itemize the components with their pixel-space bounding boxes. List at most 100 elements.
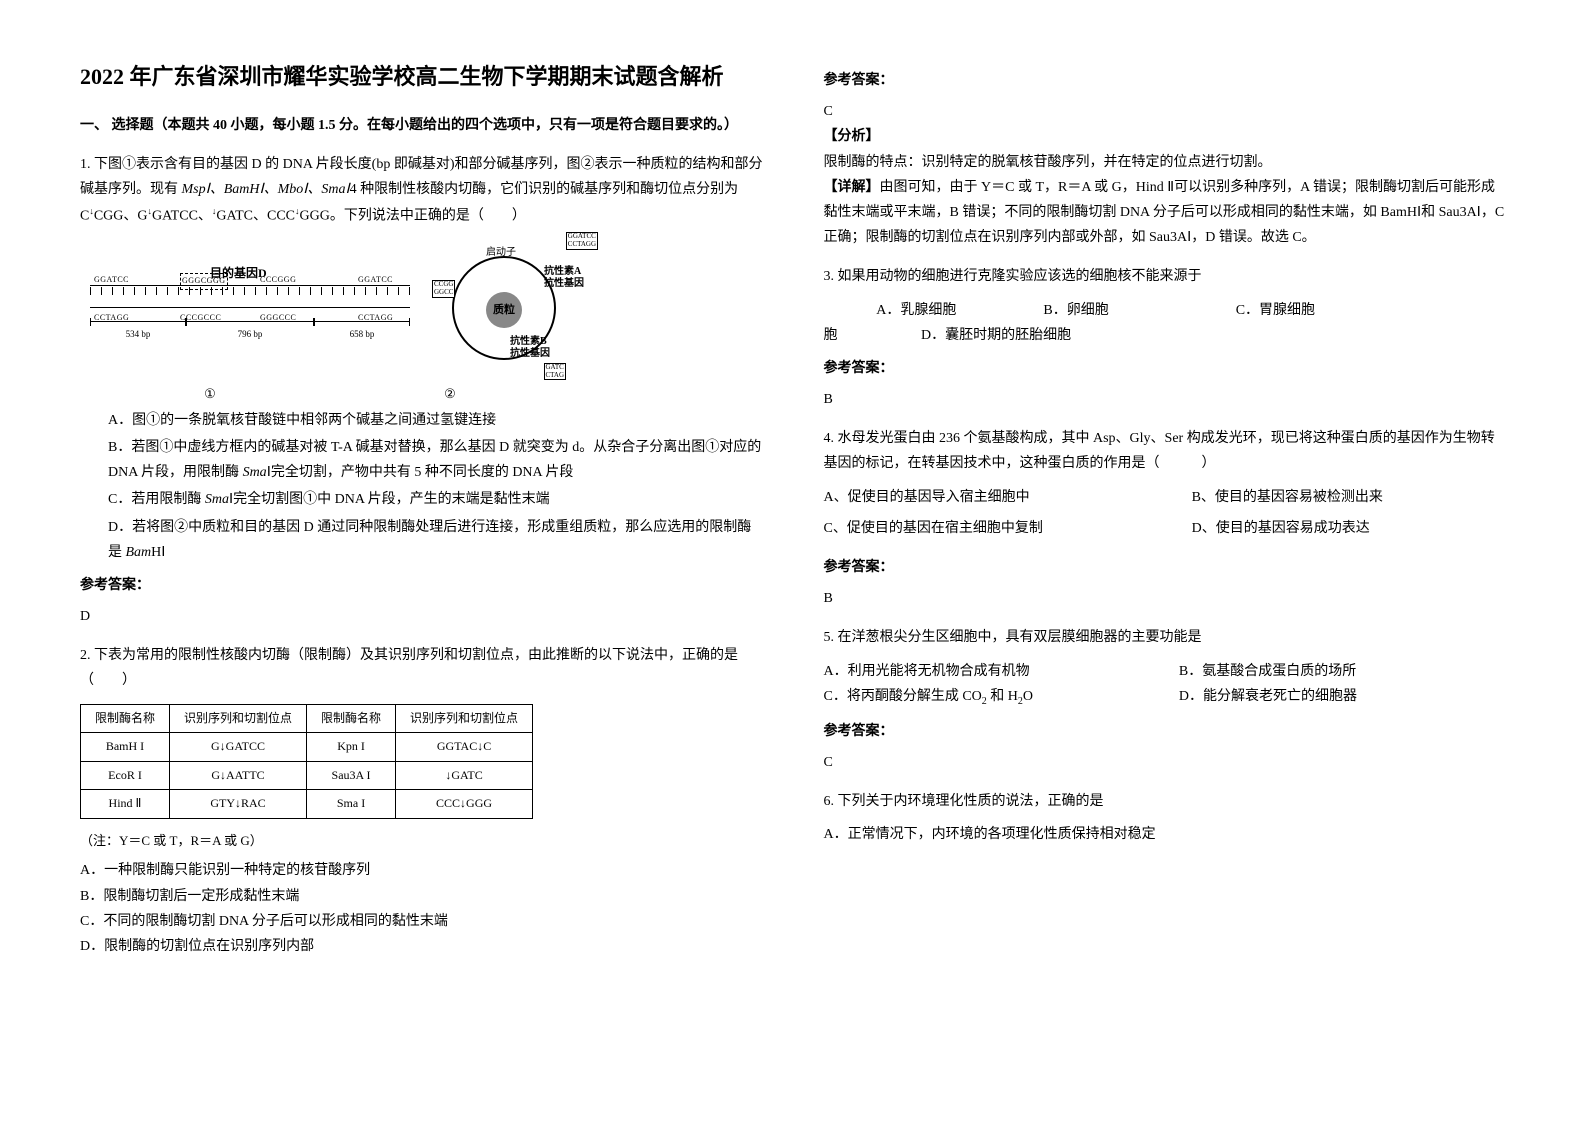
q5-options-row1: A．利用光能将无机物合成有机物 B．氨基酸合成蛋白质的场所	[824, 659, 1508, 684]
q2-analysis-label: 【分析】	[824, 129, 880, 144]
seq-top-1: GGATCC	[94, 273, 129, 287]
q3-options-line: A．乳腺细胞 B．卵细胞 C．胃腺细胞	[824, 298, 1508, 323]
q3-answer: B	[824, 387, 1508, 412]
cell: Hind Ⅱ	[81, 790, 170, 819]
cell: Kpn I	[307, 733, 396, 762]
q4-answer: B	[824, 586, 1508, 611]
th-2: 识别序列和切割位点	[170, 704, 307, 733]
left-column: 2022 年广东省深圳市耀华实验学校高二生物下学期期末试题含解析 一、 选择题（…	[80, 60, 764, 959]
q1-diagram: 目的基因D GGATCC CCTAGG GGGCGGG CCCGCCC CCCG…	[90, 238, 764, 378]
q5-stem: 5. 在洋葱根尖分生区细胞中，具有双层膜细胞器的主要功能是	[824, 630, 1202, 645]
q1-option-c: C．若用限制酶 SmaⅠ完全切割图①中 DNA 片段，产生的末端是黏性末端	[80, 487, 764, 512]
q4-answer-label: 参考答案：	[824, 555, 1508, 580]
q1-c-enz: Sma	[205, 492, 229, 507]
q1-option-d: D．若将图②中质粒和目的基因 D 通过同种限制酶处理后进行连接，形成重组质粒，那…	[80, 515, 764, 565]
q3-option-b: B．卵细胞	[1043, 303, 1108, 318]
q2-analysis-text: 限制酶的特点：识别特定的脱氧核苷酸序列，并在特定的位点进行切割。	[824, 150, 1508, 175]
q5-c-post: O	[1023, 689, 1033, 704]
seq-top-3: CCCGGG	[260, 273, 296, 287]
q1-c-post: Ⅰ完全切割图①中 DNA 片段，产生的末端是黏性末端	[229, 492, 550, 507]
q1-option-a: A．图①的一条脱氧核苷酸链中相邻两个碱基之间通过氢键连接	[80, 408, 764, 433]
seq-top-2: GGGCGGG	[180, 273, 228, 289]
q2-option-b: B．限制酶切割后一定形成黏性末端	[80, 884, 764, 909]
q5-options-row2: C．将丙酮酸分解生成 CO2 和 H2O D．能分解衰老死亡的细胞器	[824, 684, 1508, 711]
q2-option-c: C．不同的限制酶切割 DNA 分子后可以形成相同的黏性末端	[80, 909, 764, 934]
table-row: BamH I G↓GATCC Kpn I GGTAC↓C	[81, 733, 533, 762]
th-1: 限制酶名称	[81, 704, 170, 733]
dna-double-strand: GGATCC CCTAGG GGGCGGG CCCGCCC CCCGGG GGG…	[90, 283, 410, 311]
cell: BamH I	[81, 733, 170, 762]
q1-seq1: CGG、G	[94, 208, 148, 223]
q2-detail-text: 由图可知，由于 Y＝C 或 T，R＝A 或 G，Hind Ⅱ可以识别多种序列，A…	[824, 180, 1505, 245]
site-left-box: CCGGGGCC	[432, 280, 455, 297]
q4-option-a: A、促使目的基因导入宿主细胞中	[824, 485, 1152, 510]
q5-answer: C	[824, 750, 1508, 775]
cell: GGTAC↓C	[396, 733, 533, 762]
plasmid-diagram: 质粒 启动子 抗性素A抗性基因 抗性素B抗性基因 GGATCCCCTAGG CC…	[434, 238, 574, 378]
promoter-label: 启动子	[486, 244, 516, 262]
enzyme-table: 限制酶名称 识别序列和切割位点 限制酶名称 识别序列和切割位点 BamH I G…	[80, 704, 533, 819]
q2-answer: C	[824, 99, 1508, 124]
cell: CCC↓GGG	[396, 790, 533, 819]
q5-option-a: A．利用光能将无机物合成有机物	[824, 659, 1179, 684]
dna-fragment-diagram: 目的基因D GGATCC CCTAGG GGGCGGG CCCGCCC CCCG…	[90, 263, 410, 353]
scale-2: 796 bp	[238, 329, 263, 339]
q1-enzymes: MspⅠ、BamHⅠ、MboⅠ、SmaⅠ	[182, 182, 350, 197]
q5-c-pre: C．将丙酮酸分解生成 CO	[824, 689, 982, 704]
cell: EcoR I	[81, 761, 170, 790]
q1-d-post: HⅠ	[151, 545, 165, 560]
q5-option-d: D．能分解衰老死亡的细胞器	[1179, 684, 1357, 711]
q1-seq3: GATC、CCC	[216, 208, 295, 223]
th-3: 限制酶名称	[307, 704, 396, 733]
q5-c-mid: 和 H	[987, 689, 1018, 704]
q3-stem: 3. 如果用动物的细胞进行克隆实验应该选的细胞核不能来源于	[824, 269, 1202, 284]
q3-option-a: A．乳腺细胞	[876, 303, 956, 318]
q6-stem: 6. 下列关于内环境理化性质的说法，正确的是	[824, 794, 1104, 809]
scale-1: 534 bp	[126, 329, 151, 339]
q1-seq2: GATCC、	[152, 208, 212, 223]
q1-b-post: Ⅰ完全切割，产物中共有 5 种不同长度的 DNA 片段	[267, 465, 574, 480]
q2-detail-label: 【详解】	[824, 180, 880, 195]
right-column: 参考答案： C 【分析】 限制酶的特点：识别特定的脱氧核苷酸序列，并在特定的位点…	[824, 60, 1508, 959]
table-row: EcoR I G↓AATTC Sau3A I ↓GATC	[81, 761, 533, 790]
q4-option-c: C、促使目的基因在宿主细胞中复制	[824, 516, 1152, 541]
question-4: 4. 水母发光蛋白由 236 个氨基酸构成，其中 Asp、Gly、Ser 构成发…	[824, 426, 1508, 476]
gene-b-label: 抗性素B抗性基因	[510, 336, 550, 360]
question-2: 2. 下表为常用的限制性核酸内切酶（限制酶）及其识别序列和切割位点，由此推断的以…	[80, 643, 764, 693]
q1-b-enz: Sma	[243, 465, 267, 480]
q3-answer-label: 参考答案：	[824, 356, 1508, 381]
cell: GTY↓RAC	[170, 790, 307, 819]
question-1: 1. 下图①表示含有目的基因 D 的 DNA 片段长度(bp 即碱基对)和部分碱…	[80, 152, 764, 228]
q6-option-a: A．正常情况下，内环境的各项理化性质保持相对稳定	[824, 822, 1508, 847]
q5-answer-label: 参考答案：	[824, 719, 1508, 744]
q3-options-line2: 胞 D．囊胚时期的胚胎细胞	[824, 323, 1508, 348]
section-1-heading: 一、 选择题（本题共 40 小题，每小题 1.5 分。在每小题给出的四个选项中，…	[80, 113, 764, 138]
cell: ↓GATC	[396, 761, 533, 790]
q5-option-c: C．将丙酮酸分解生成 CO2 和 H2O	[824, 684, 1179, 711]
cell: Sma I	[307, 790, 396, 819]
table-row: Hind Ⅱ GTY↓RAC Sma I CCC↓GGG	[81, 790, 533, 819]
cell: Sau3A I	[307, 761, 396, 790]
exam-title: 2022 年广东省深圳市耀华实验学校高二生物下学期期末试题含解析	[80, 60, 764, 93]
dna-scale: 534 bp 796 bp 658 bp	[90, 321, 410, 342]
question-3: 3. 如果用动物的细胞进行克隆实验应该选的细胞核不能来源于	[824, 264, 1508, 289]
th-4: 识别序列和切割位点	[396, 704, 533, 733]
q1-option-b: B．若图①中虚线方框内的碱基对被 T-A 碱基对替换，那么基因 D 就突变为 d…	[80, 435, 764, 485]
q5-option-b: B．氨基酸合成蛋白质的场所	[1179, 659, 1356, 684]
seq-top-4: GGATCC	[358, 273, 393, 287]
q2-option-d: D．限制酶的切割位点在识别序列内部	[80, 934, 764, 959]
q4-options: A、促使目的基因导入宿主细胞中 B、使目的基因容易被检测出来	[824, 485, 1508, 510]
q2-option-a: A．一种限制酶只能识别一种特定的核苷酸序列	[80, 858, 764, 883]
q2-note: （注：Y＝C 或 T，R＝A 或 G）	[80, 829, 764, 852]
diagram-num-1: ①	[204, 382, 216, 405]
q2-answer-label: 参考答案：	[824, 68, 1508, 93]
gene-a-label: 抗性素A抗性基因	[544, 266, 584, 290]
site-bot-box: GATCCTAG	[544, 363, 567, 380]
diagram-num-2: ②	[444, 382, 456, 405]
q1-seq4: GGG。下列说法中正确的是（ ）	[300, 208, 526, 223]
scale-3: 658 bp	[350, 329, 375, 339]
q3-option-d: D．囊胚时期的胚胎细胞	[921, 328, 1071, 343]
q1-answer: D	[80, 604, 764, 629]
q2-options: A．一种限制酶只能识别一种特定的核苷酸序列 B．限制酶切割后一定形成黏性末端 C…	[80, 858, 764, 959]
page-container: 2022 年广东省深圳市耀华实验学校高二生物下学期期末试题含解析 一、 选择题（…	[80, 60, 1507, 959]
